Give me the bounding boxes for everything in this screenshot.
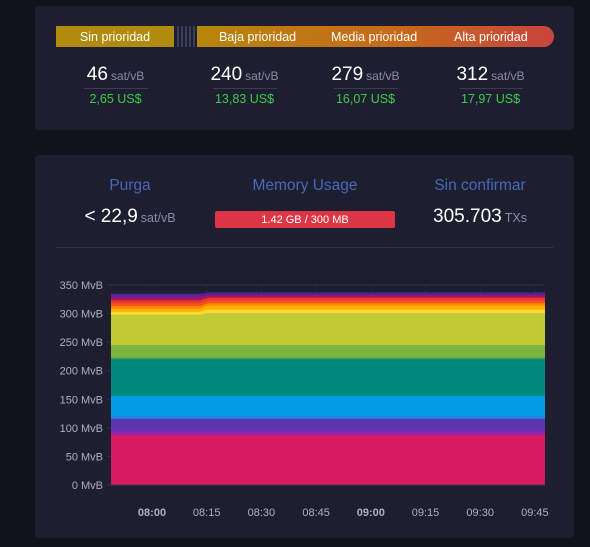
fee-column-low: 240 sat/vB 13,83 US$ xyxy=(197,64,292,106)
fee-unit: sat/vB xyxy=(491,69,525,83)
fee-column-none: 46 sat/vB 2,65 US$ xyxy=(68,64,163,106)
fee-divider xyxy=(458,88,523,89)
purge-unit: sat/vB xyxy=(140,211,176,225)
fee-value: 46 xyxy=(86,64,108,85)
y-tick-label: 250 MvB xyxy=(60,337,103,349)
medium-priority-label: Media prioridad xyxy=(331,29,418,44)
fee-divider xyxy=(212,88,277,89)
fee-value: 312 xyxy=(456,64,489,85)
fee-value: 279 xyxy=(331,64,364,85)
fee-column-medium: 279 sat/vB 16,07 US$ xyxy=(318,64,413,106)
low-priority-label: Baja prioridad xyxy=(219,29,297,44)
y-tick-label: 100 MvB xyxy=(60,423,103,435)
mempool-size-chart: 0 MvB 50 MvB 100 MvB 150 MvB 200 MvB 250 MvB 3… xyxy=(60,280,549,519)
fee-usd: 2,65 US$ xyxy=(89,92,142,106)
y-tick-label: 300 MvB xyxy=(60,309,103,321)
unconfirmed-title: Sin confirmar xyxy=(434,177,526,194)
fee-unit: sat/vB xyxy=(366,69,400,83)
area-layer xyxy=(111,435,545,485)
y-tick-label: 0 MvB xyxy=(72,480,103,492)
x-tick-label: 09:45 xyxy=(521,507,549,519)
fee-usd: 13,83 US$ xyxy=(214,92,275,106)
stats-divider xyxy=(56,247,553,248)
fee-divider xyxy=(333,88,398,89)
y-tick-label: 350 MvB xyxy=(60,280,103,292)
y-tick-label: 150 MvB xyxy=(60,394,103,406)
high-priority-label: Alta prioridad xyxy=(454,29,528,44)
purge-stat: < 22,9 sat/vB xyxy=(60,206,200,228)
fee-usd: 17,97 US$ xyxy=(460,92,521,106)
x-tick-label: 08:30 xyxy=(248,507,276,519)
unconfirmed-unit: TXs xyxy=(504,211,527,225)
x-tick-label: 08:15 xyxy=(193,507,221,519)
mempool-card: Purga < 22,9 sat/vB Memory Usage 1.42 GB … xyxy=(35,155,574,538)
x-tick-label: 09:15 xyxy=(412,507,440,519)
priority-gradient xyxy=(197,26,554,47)
x-tick-label: 09:30 xyxy=(466,507,494,519)
memory-usage-bar: 1.42 GB / 300 MB xyxy=(215,211,395,228)
fee-value: 240 xyxy=(210,64,243,85)
x-tick-label: 09:00 xyxy=(357,507,385,519)
y-tick-label: 200 MvB xyxy=(60,366,103,378)
no-priority-segment: Sin prioridad xyxy=(56,26,174,47)
fee-unit: sat/vB xyxy=(110,69,145,83)
y-tick-label: 50 MvB xyxy=(66,451,103,463)
chart-axes: 0 MvB 50 MvB 100 MvB 150 MvB 200 MvB 250 MvB 3… xyxy=(60,280,549,519)
x-tick-label: 08:00 xyxy=(138,507,166,519)
unconfirmed-value: 305.703 xyxy=(433,206,502,227)
x-tick-label: 08:45 xyxy=(302,507,330,519)
memory-usage-title: Memory Usage xyxy=(252,177,358,194)
fee-divider xyxy=(83,88,148,89)
fee-column-high: 312 sat/vB 17,97 US$ xyxy=(443,64,538,106)
chart-areas xyxy=(111,292,545,485)
fee-estimates-card: Sin prioridad Baja prioridad Media prior… xyxy=(35,6,574,130)
priority-separator xyxy=(177,26,197,47)
fee-unit: sat/vB xyxy=(245,69,279,83)
fee-usd: 16,07 US$ xyxy=(335,92,396,106)
purge-title: Purga xyxy=(109,177,151,194)
unconfirmed-stat: 305.703 TXs xyxy=(415,206,545,228)
purge-value: < 22,9 xyxy=(84,206,138,227)
priority-bar: Sin prioridad Baja prioridad Media prior… xyxy=(56,26,554,47)
